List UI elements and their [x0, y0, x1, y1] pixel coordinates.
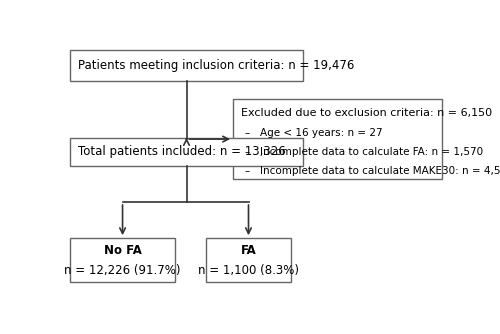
Text: FA: FA: [240, 244, 256, 258]
Text: No FA: No FA: [104, 244, 142, 258]
Text: –   Incomplete data to calculate FA: n = 1,570: – Incomplete data to calculate FA: n = 1…: [244, 147, 483, 157]
Text: –   Age < 16 years: n = 27: – Age < 16 years: n = 27: [244, 128, 382, 138]
FancyBboxPatch shape: [70, 138, 303, 166]
FancyBboxPatch shape: [70, 238, 175, 282]
Text: –   Incomplete data to calculate MAKE30: n = 4,553: – Incomplete data to calculate MAKE30: n…: [244, 166, 500, 176]
FancyBboxPatch shape: [70, 50, 303, 81]
FancyBboxPatch shape: [233, 99, 442, 179]
Text: n = 12,226 (91.7%): n = 12,226 (91.7%): [64, 264, 181, 277]
Text: n = 1,100 (8.3%): n = 1,100 (8.3%): [198, 264, 299, 277]
FancyBboxPatch shape: [206, 238, 291, 282]
Text: Patients meeting inclusion criteria: n = 19,476: Patients meeting inclusion criteria: n =…: [78, 59, 354, 72]
Text: Total patients included: n = 13,326: Total patients included: n = 13,326: [78, 145, 286, 158]
Text: Excluded due to exclusion criteria: n = 6,150: Excluded due to exclusion criteria: n = …: [241, 108, 492, 118]
